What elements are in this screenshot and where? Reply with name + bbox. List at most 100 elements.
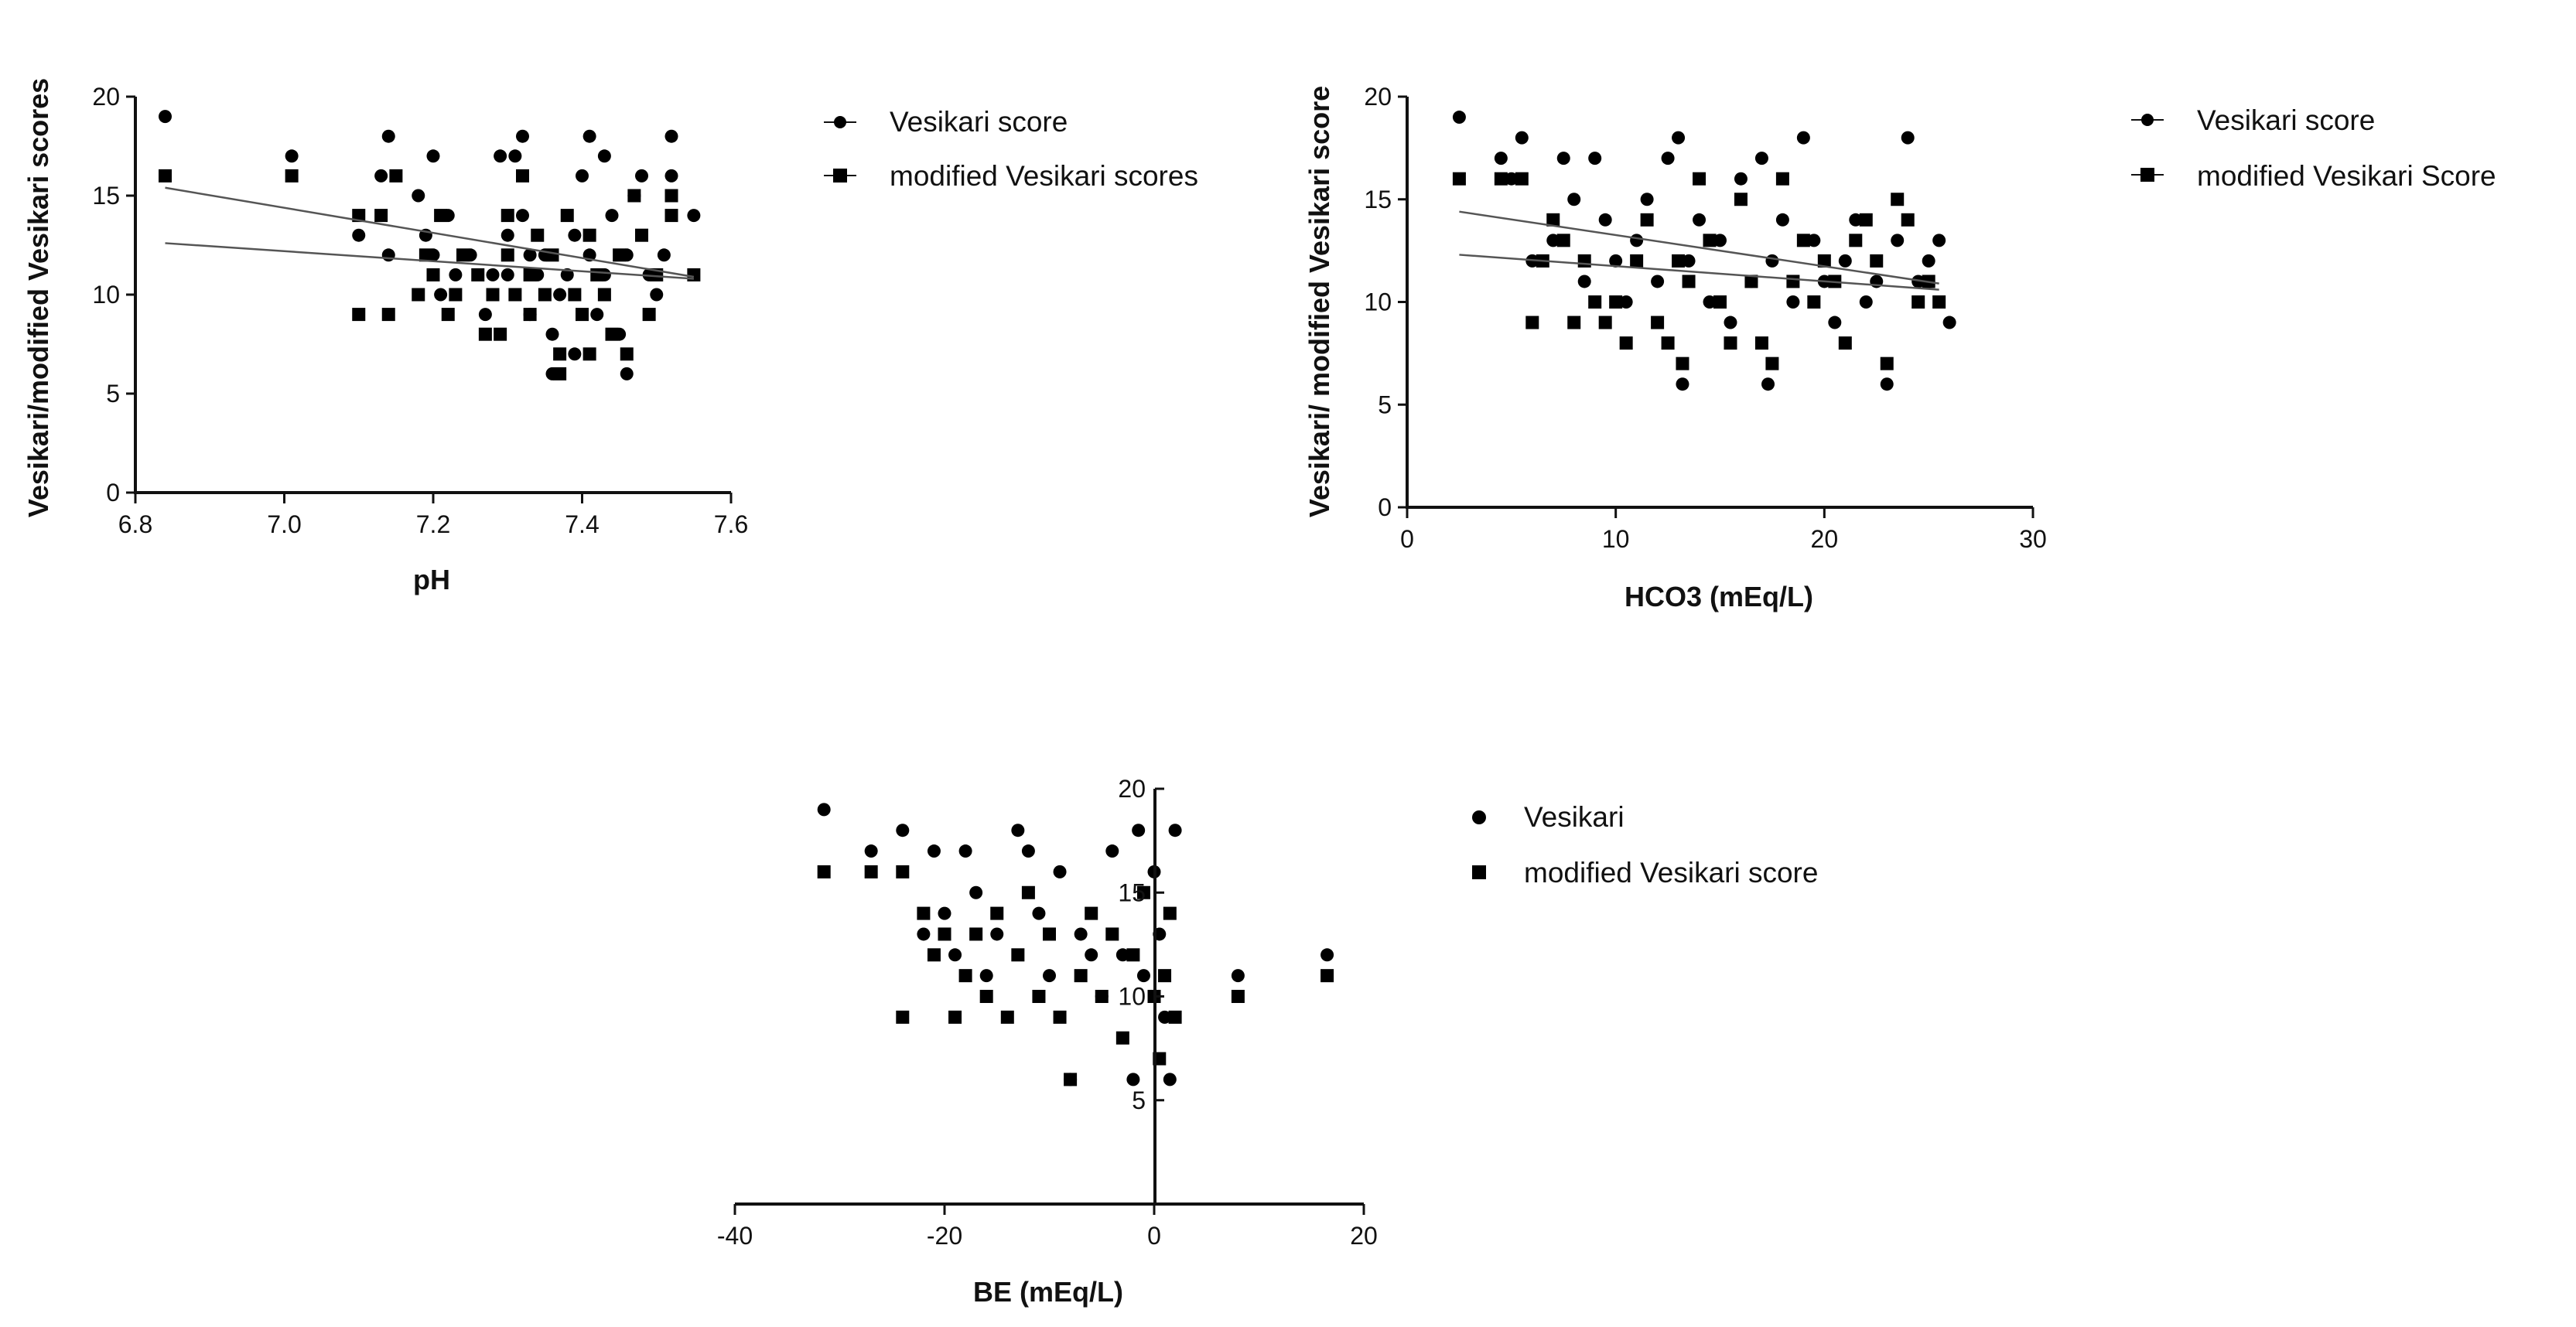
hco3-point-vesikari (1588, 152, 1602, 165)
hco3-point-modified (1556, 234, 1570, 247)
hco3-x-tick-label: 0 (1400, 525, 1414, 553)
ph-point-modified (159, 169, 172, 183)
hco3-point-vesikari (1598, 213, 1612, 227)
be-x-tick-label: 20 (1350, 1222, 1378, 1250)
be-point-modified (938, 927, 951, 941)
ph-point-modified (605, 327, 619, 341)
ph-point-modified (412, 288, 425, 302)
ph-point-modified (381, 308, 395, 322)
hco3-point-modified (1567, 316, 1581, 329)
ph-point-vesikari (449, 268, 463, 281)
be-point-modified (948, 1010, 962, 1024)
ph-y-tick-label: 20 (92, 83, 120, 111)
be-point-modified (864, 865, 878, 878)
hco3-point-vesikari (1942, 316, 1956, 329)
ph-point-modified (560, 209, 574, 223)
ph-x-tick-label: 7.0 (267, 510, 301, 538)
ph-point-vesikari (523, 248, 537, 262)
be-legend-circle-icon (1472, 810, 1486, 824)
ph-point-vesikari (516, 209, 529, 223)
ph-point-vesikari (590, 308, 604, 322)
be-legend: Vesikari modified Vesikari score (1472, 801, 1818, 889)
hco3-point-modified (1651, 316, 1665, 329)
hco3-point-modified (1515, 172, 1529, 186)
hco3-point-vesikari (1546, 234, 1560, 247)
hco3-point-vesikari (1912, 275, 1925, 288)
hco3-point-vesikari (1754, 152, 1768, 165)
hco3-y-tick-label: 15 (1364, 186, 1392, 213)
hco3-point-modified (1849, 234, 1863, 247)
be-point-modified (927, 948, 941, 962)
be-point-modified (817, 865, 831, 878)
be-point-modified (1021, 885, 1035, 899)
hco3-legend-label-1: Vesikari score (2197, 104, 2375, 136)
be-point-modified (1000, 1010, 1014, 1024)
be-point-modified (1168, 1010, 1182, 1024)
hco3-point-vesikari (1922, 254, 1935, 268)
ph-y-axis-label: Vesikari/modified Vesikari scores (22, 78, 54, 517)
hco3-point-vesikari (1849, 213, 1863, 227)
hco3-point-vesikari (1630, 234, 1644, 247)
be-point-vesikari (1132, 824, 1146, 837)
ph-point-modified (545, 248, 559, 262)
ph-point-modified (583, 228, 596, 242)
be-x-tick-label: -20 (927, 1222, 962, 1250)
hco3-point-vesikari (1494, 152, 1508, 165)
be-point-modified (1158, 969, 1172, 983)
ph-point-vesikari (486, 268, 500, 281)
be-point-vesikari (1115, 948, 1129, 962)
ph-point-vesikari (374, 169, 388, 183)
hco3-point-vesikari (1775, 213, 1789, 227)
be-point-modified (958, 969, 972, 983)
be-point-modified (917, 906, 931, 920)
be-point-vesikari (817, 803, 831, 817)
be-x-axis-label: BE (mEq/L) (973, 1276, 1123, 1308)
be-point-modified (1074, 969, 1088, 983)
ph-legend-square-icon (833, 169, 847, 183)
ph-point-vesikari (664, 129, 678, 143)
ph-point-modified (664, 209, 678, 223)
be-point-vesikari (1011, 824, 1025, 837)
hco3-point-modified (1765, 356, 1779, 370)
be-point-vesikari (1126, 1073, 1140, 1087)
ph-point-vesikari (426, 149, 440, 163)
ph-point-modified (478, 327, 492, 341)
hco3-point-modified (1598, 316, 1612, 329)
ph-point-vesikari (576, 169, 589, 183)
ph-point-modified (352, 209, 366, 223)
ph-y-tick-label: 15 (92, 182, 120, 210)
hco3-point-vesikari (1556, 152, 1570, 165)
ph-point-vesikari (568, 228, 582, 242)
hco3-x-axis-label: HCO3 (mEq/L) (1625, 581, 1813, 612)
be-point-modified (1163, 906, 1177, 920)
hco3-point-modified (1859, 213, 1873, 227)
hco3-data-points (1452, 111, 1956, 391)
hco3-x-tick-label: 30 (2019, 525, 2047, 553)
be-data-points (817, 803, 1334, 1087)
hco3-y-axis-label: Vesikari/ modified Vesikari score (1303, 86, 1335, 517)
be-point-modified (1136, 885, 1150, 899)
ph-point-modified (449, 288, 463, 302)
be-point-vesikari (1168, 824, 1182, 837)
be-y-tick-label: 20 (1118, 775, 1146, 803)
ph-point-vesikari (381, 248, 395, 262)
ph-x-tick-label: 6.8 (118, 510, 152, 538)
ph-point-vesikari (657, 248, 671, 262)
hco3-point-modified (1609, 295, 1623, 309)
hco3-point-vesikari (1796, 131, 1810, 145)
be-point-modified (1064, 1073, 1078, 1087)
ph-trendlines (165, 186, 695, 280)
ph-legend-label-2: modified Vesikari scores (890, 160, 1198, 192)
be-point-modified (1115, 1031, 1129, 1045)
hco3-point-modified (1817, 254, 1831, 268)
hco3-point-modified (1703, 234, 1717, 247)
be-point-modified (1053, 1010, 1067, 1024)
be-point-vesikari (969, 885, 983, 899)
hco3-x-ticks: 0 10 20 30 (1400, 507, 2047, 553)
hco3-y-tick-label: 5 (1378, 391, 1392, 418)
ph-point-modified (516, 169, 529, 183)
ph-point-vesikari (516, 129, 529, 143)
hco3-point-vesikari (1786, 295, 1800, 309)
ph-trendline-1 (165, 186, 695, 278)
ph-x-tick-label: 7.4 (565, 510, 599, 538)
